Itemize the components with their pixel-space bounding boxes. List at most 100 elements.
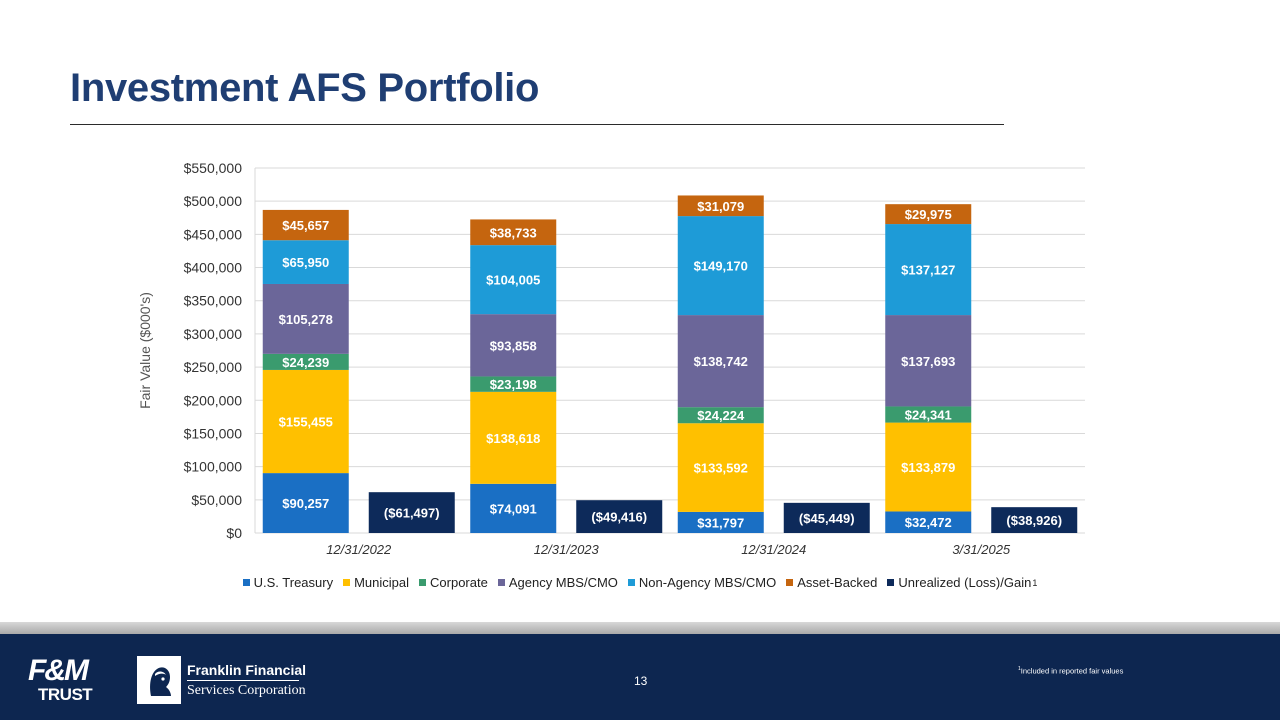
data-label: $65,950 xyxy=(282,255,329,270)
fm-trust-logo: F&M TRUST xyxy=(28,654,93,704)
legend-swatch xyxy=(242,579,250,586)
bar-segment xyxy=(470,314,557,377)
franklin-financial-logo: Franklin Financial Services Corporation xyxy=(137,656,306,704)
data-label: $104,005 xyxy=(486,273,540,288)
unrealized-label: ($49,416) xyxy=(591,510,647,525)
data-label: $149,170 xyxy=(694,259,748,274)
bar-segment xyxy=(677,407,764,424)
bar-segment xyxy=(885,204,972,225)
unrealized-bar xyxy=(368,492,455,533)
x-tick-label: 3/31/2025 xyxy=(952,542,1011,557)
footnote: 1Included in reported fair values xyxy=(1018,666,1123,676)
data-label: $90,257 xyxy=(282,496,329,511)
legend-swatch xyxy=(887,579,895,586)
legend-swatch xyxy=(497,579,505,586)
bar-segment xyxy=(885,422,972,512)
data-label: $133,879 xyxy=(901,460,955,475)
data-label: $138,618 xyxy=(486,431,540,446)
data-label: $29,975 xyxy=(905,207,952,222)
y-tick-label: $350,000 xyxy=(184,293,243,309)
legend-item: Unrealized (Loss)/Gain 1 xyxy=(887,575,1037,590)
y-tick-label: $300,000 xyxy=(184,326,243,342)
franklin-logo-line2: Services Corporation xyxy=(187,682,306,698)
fm-logo-trust: TRUST xyxy=(38,685,93,704)
bar-segment xyxy=(262,369,349,474)
bar-segment xyxy=(470,376,557,392)
footnote-marker: 1 xyxy=(1018,666,1021,672)
legend-label: Corporate xyxy=(430,575,488,590)
footer-gradient-band xyxy=(0,622,1280,634)
bar-segment xyxy=(885,406,972,423)
legend-label: Non-Agency MBS/CMO xyxy=(638,575,777,590)
data-label: $74,091 xyxy=(490,501,537,516)
bar-segment xyxy=(885,315,972,407)
bar-segment xyxy=(677,511,764,533)
bar-segment xyxy=(885,511,972,533)
data-label: $31,797 xyxy=(697,515,744,530)
y-tick-label: $450,000 xyxy=(184,226,243,242)
data-label: $137,693 xyxy=(901,354,955,369)
y-tick-label: $550,000 xyxy=(184,160,243,176)
y-tick-label: $250,000 xyxy=(184,359,243,375)
bar-segment xyxy=(262,473,349,533)
y-tick-label: $200,000 xyxy=(184,392,243,408)
unrealized-label: ($61,497) xyxy=(384,506,440,521)
legend-item: U.S. Treasury xyxy=(242,575,334,590)
legend-item: Asset-Backed xyxy=(786,575,877,590)
page-number: 13 xyxy=(634,674,648,688)
data-label: $93,858 xyxy=(490,338,537,353)
legend-label: U.S. Treasury xyxy=(253,575,334,590)
title-divider xyxy=(70,124,1004,125)
data-label: $24,239 xyxy=(282,355,329,370)
x-tick-label: 12/31/2024 xyxy=(741,542,806,557)
legend-swatch xyxy=(627,579,635,586)
y-tick-label: $50,000 xyxy=(191,492,242,508)
legend-superscript: 1 xyxy=(1032,577,1038,588)
data-label: $24,224 xyxy=(697,408,745,423)
y-tick-label: $400,000 xyxy=(184,260,243,276)
slide-title: Investment AFS Portfolio xyxy=(70,66,540,110)
data-label: $23,198 xyxy=(490,377,537,392)
bar-segment xyxy=(470,219,557,246)
legend-item: Corporate xyxy=(419,575,488,590)
legend-swatch xyxy=(419,579,427,586)
data-label: $137,127 xyxy=(901,263,955,278)
franklin-portrait-icon xyxy=(137,656,181,704)
unrealized-bar xyxy=(991,507,1078,533)
data-label: $31,079 xyxy=(697,199,744,214)
data-label: $133,592 xyxy=(694,461,748,476)
bar-segment xyxy=(262,353,349,370)
y-tick-label: $150,000 xyxy=(184,425,243,441)
franklin-logo-line1: Franklin Financial xyxy=(187,661,307,678)
bar-segment xyxy=(677,195,764,217)
fm-logo-mark: F&M xyxy=(28,654,89,687)
footer-bar: F&M TRUST Franklin Financial Services Co… xyxy=(0,634,1280,720)
bar-segment xyxy=(470,483,557,533)
bar-segment xyxy=(470,391,557,484)
legend-item: Agency MBS/CMO xyxy=(497,575,618,590)
data-label: $24,341 xyxy=(905,408,952,423)
stacked-bar-chart: $0 $50,000 $100,000 $150,000 $200,000 $250,00… xyxy=(137,160,1085,557)
footnote-text: Included in reported fair values xyxy=(1020,666,1124,676)
y-axis-title: Fair Value ($000's) xyxy=(137,292,153,409)
data-label: $38,733 xyxy=(490,225,537,240)
x-tick-label: 12/31/2023 xyxy=(534,542,600,557)
legend-label: Agency MBS/CMO xyxy=(508,575,618,590)
bar-segment xyxy=(677,315,764,408)
data-label: $45,657 xyxy=(282,218,329,233)
bar-segment xyxy=(262,209,349,241)
bar-segment xyxy=(885,224,972,316)
bar-segment xyxy=(262,240,349,284)
y-tick-label: $0 xyxy=(226,525,242,541)
bar-segment xyxy=(470,245,557,315)
legend-item: Non-Agency MBS/CMO xyxy=(627,575,777,590)
data-label: $32,472 xyxy=(905,515,952,530)
data-label: $138,742 xyxy=(694,354,748,369)
legend-swatch xyxy=(343,579,351,586)
legend-label: Unrealized (Loss)/Gain xyxy=(898,575,1032,590)
legend-label: Asset-Backed xyxy=(797,575,878,590)
unrealized-bar xyxy=(576,500,663,533)
x-tick-label: 12/31/2022 xyxy=(326,542,392,557)
data-label: $105,278 xyxy=(279,312,333,327)
legend-label: Municipal xyxy=(354,575,410,590)
